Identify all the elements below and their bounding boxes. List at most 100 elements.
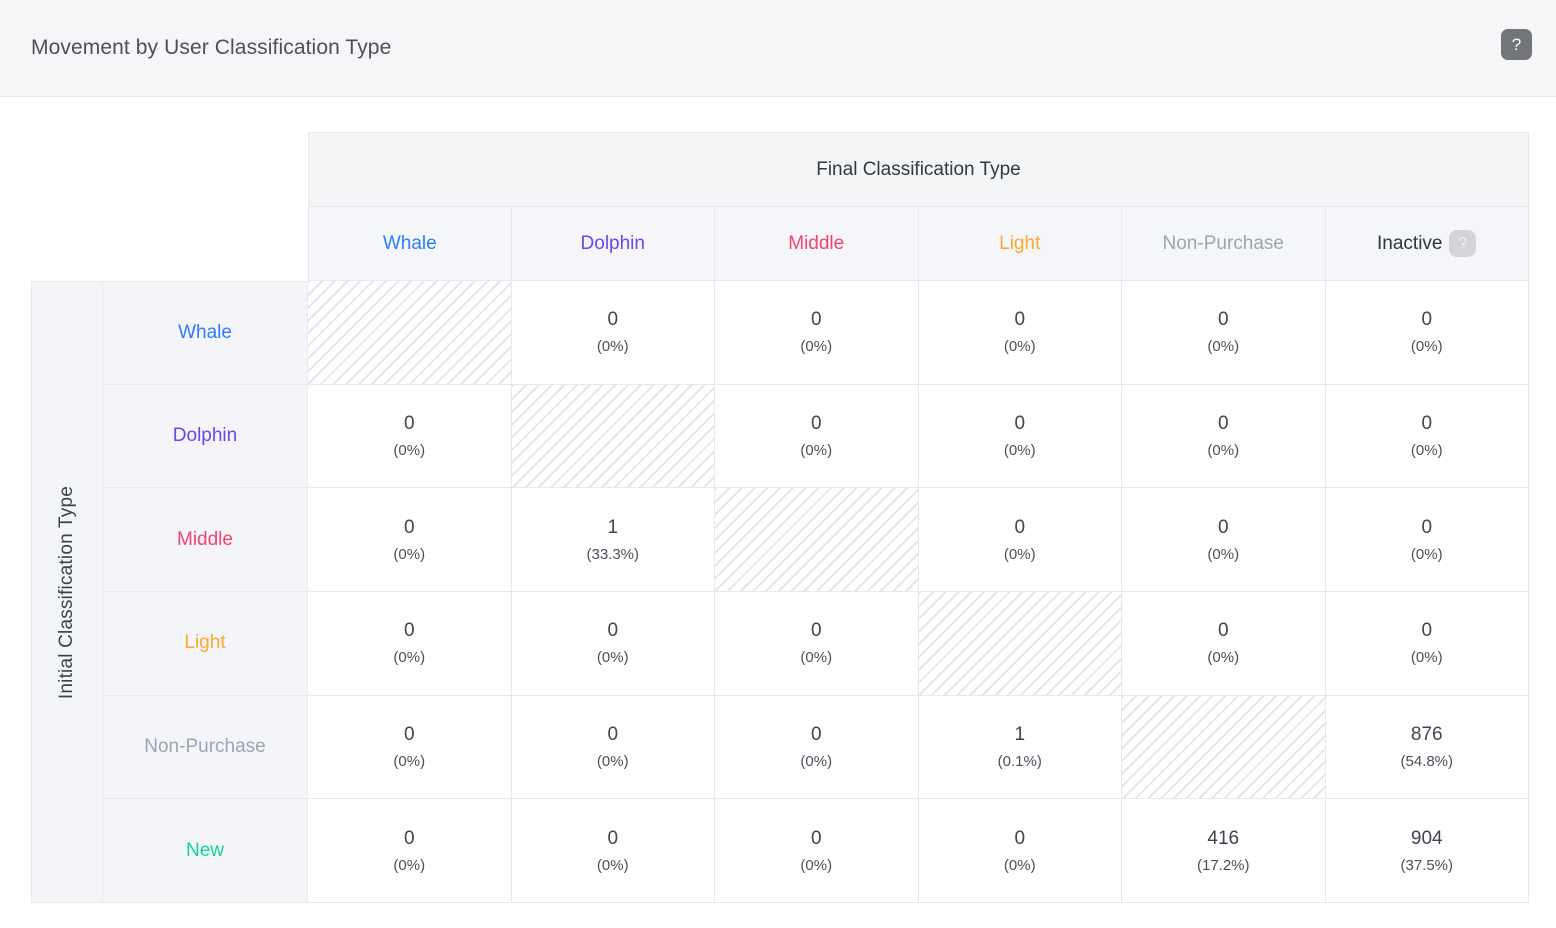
cell-whale-to-whale-hatched	[308, 281, 512, 385]
cell-middle-to-inactive: 0 (0%)	[1325, 488, 1529, 593]
row-header-label: Whale	[178, 321, 232, 343]
cell-percent: (0%)	[1207, 545, 1240, 563]
cell-count: 0	[403, 827, 415, 849]
cell-non-purchase-to-non-purchase-hatched	[1122, 695, 1326, 800]
cell-count: 0	[607, 620, 619, 642]
cell-percent: (0%)	[1410, 545, 1443, 563]
cell-percent: (0%)	[1207, 442, 1240, 460]
cell-dolphin-to-whale: 0 (0%)	[308, 384, 512, 489]
cell-percent: (0%)	[800, 856, 833, 874]
cell-count: 0	[810, 309, 822, 331]
row-header-middle: Middle	[103, 488, 308, 593]
column-header-light: Light	[918, 207, 1122, 281]
help-button[interactable]: ?	[1501, 29, 1532, 60]
cell-count: 0	[1217, 309, 1229, 331]
cell-percent: (0%)	[393, 753, 426, 771]
cell-dolphin-to-light: 0 (0%)	[918, 384, 1122, 489]
cell-count: 0	[1217, 516, 1229, 538]
column-header-label: Light	[999, 232, 1041, 254]
cell-non-purchase-to-whale: 0 (0%)	[308, 695, 512, 800]
cell-light-to-light-hatched	[918, 592, 1122, 696]
cell-middle-to-dolphin: 1 (33.3%)	[511, 488, 715, 593]
cell-whale-to-dolphin: 0 (0%)	[511, 281, 715, 385]
cell-new-to-middle: 0 (0%)	[715, 799, 919, 904]
cell-percent: (54.8%)	[1400, 753, 1454, 771]
row-header-whale: Whale	[103, 281, 308, 385]
cell-non-purchase-to-light: 1 (0.1%)	[918, 695, 1122, 800]
cell-count: 1	[1014, 724, 1026, 746]
row-header-new: New	[103, 799, 308, 904]
cell-percent: (0%)	[393, 649, 426, 667]
cell-count: 0	[810, 724, 822, 746]
cell-count: 0	[810, 413, 822, 435]
cell-non-purchase-to-middle: 0 (0%)	[715, 695, 919, 800]
cell-new-to-non-purchase: 416 (17.2%)	[1122, 799, 1326, 904]
row-header-non-purchase: Non-Purchase	[103, 695, 308, 800]
column-header-dolphin: Dolphin	[511, 207, 715, 281]
cell-count: 0	[607, 309, 619, 331]
cell-new-to-inactive: 904 (37.5%)	[1325, 799, 1529, 904]
cell-dolphin-to-middle: 0 (0%)	[715, 384, 919, 489]
cell-count: 0	[810, 827, 822, 849]
cell-dolphin-to-non-purchase: 0 (0%)	[1122, 384, 1326, 489]
cell-count: 0	[810, 620, 822, 642]
cell-percent: (0%)	[800, 442, 833, 460]
cell-new-to-light: 0 (0%)	[918, 799, 1122, 904]
cell-percent: (0%)	[800, 753, 833, 771]
row-header-dolphin: Dolphin	[103, 384, 308, 489]
cell-count: 0	[1217, 620, 1229, 642]
question-mark-icon: ?	[1511, 35, 1522, 54]
cell-percent: (0%)	[596, 856, 629, 874]
cell-count: 0	[1421, 620, 1433, 642]
cell-light-to-dolphin: 0 (0%)	[511, 592, 715, 696]
cell-new-to-whale: 0 (0%)	[308, 799, 512, 904]
cell-count: 0	[1014, 309, 1026, 331]
cell-percent: (0%)	[1207, 649, 1240, 667]
cell-middle-to-light: 0 (0%)	[918, 488, 1122, 593]
cell-count: 1	[607, 516, 619, 538]
cell-percent: (0%)	[596, 649, 629, 667]
cell-percent: (0%)	[596, 753, 629, 771]
cell-whale-to-middle: 0 (0%)	[715, 281, 919, 385]
cell-count: 0	[1014, 413, 1026, 435]
inactive-help-icon[interactable]: ?	[1449, 230, 1477, 257]
initial-classification-type-label: Initial Classification Type	[56, 485, 77, 699]
cell-count: 416	[1207, 827, 1240, 849]
row-header-label: New	[185, 839, 224, 861]
panel-header: Movement by User Classification Type ?	[0, 0, 1556, 97]
cell-count: 0	[403, 413, 415, 435]
cell-percent: (17.2%)	[1196, 856, 1250, 874]
column-header-non-purchase: Non-Purchase	[1122, 207, 1326, 281]
cell-percent: (0%)	[1410, 442, 1443, 460]
cell-count: 0	[1014, 516, 1026, 538]
column-header-label: Middle	[788, 232, 845, 254]
row-header-label: Non-Purchase	[144, 736, 266, 758]
cell-count: 0	[403, 724, 415, 746]
cell-count: 0	[1217, 413, 1229, 435]
cell-percent: (0%)	[596, 338, 629, 356]
cell-percent: (0%)	[1410, 649, 1443, 667]
row-header-label: Dolphin	[172, 425, 238, 447]
cell-percent: (0%)	[393, 442, 426, 460]
column-header-label: Dolphin	[580, 232, 645, 254]
column-header-label: Non-Purchase	[1162, 232, 1284, 254]
cell-non-purchase-to-inactive: 876 (54.8%)	[1325, 695, 1529, 800]
initial-classification-type-header: Initial Classification Type	[31, 281, 103, 904]
cell-whale-to-light: 0 (0%)	[918, 281, 1122, 385]
cell-count: 0	[403, 516, 415, 538]
row-header-label: Middle	[177, 528, 233, 550]
cell-percent: (0.1%)	[997, 753, 1042, 771]
cell-light-to-whale: 0 (0%)	[308, 592, 512, 696]
cell-percent: (33.3%)	[586, 545, 640, 563]
cell-count: 0	[1421, 413, 1433, 435]
column-header-label: Inactive	[1377, 232, 1443, 254]
cell-percent: (0%)	[393, 545, 426, 563]
cell-percent: (0%)	[1003, 856, 1036, 874]
column-header-inactive: Inactive?	[1325, 207, 1529, 281]
cell-middle-to-non-purchase: 0 (0%)	[1122, 488, 1326, 593]
cell-count: 904	[1410, 827, 1443, 849]
cell-count: 0	[607, 827, 619, 849]
cell-count: 876	[1410, 724, 1443, 746]
column-header-whale: Whale	[308, 207, 512, 281]
cell-percent: (0%)	[1003, 338, 1036, 356]
